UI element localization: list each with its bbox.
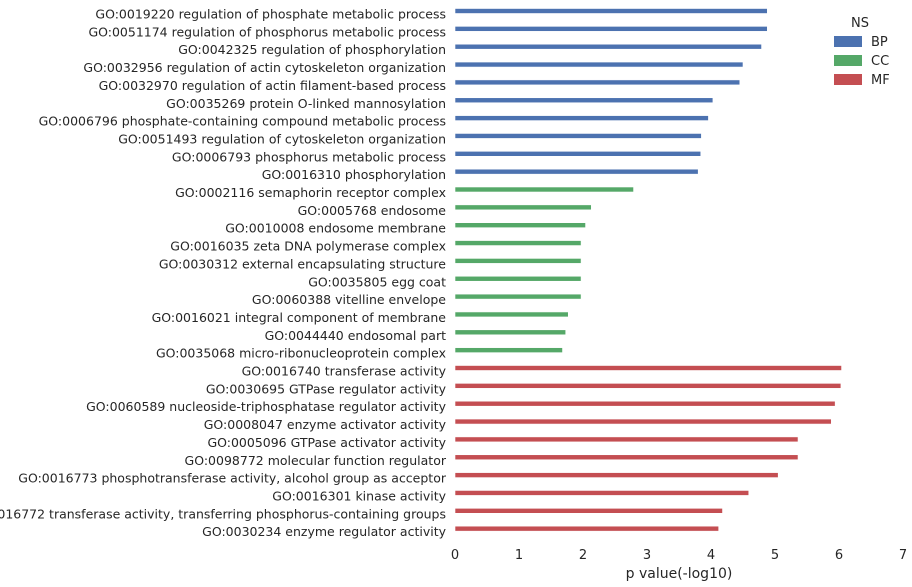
category-label: GO:0002116 semaphorin receptor complex [175, 185, 446, 200]
legend: NS BP CC MF [834, 16, 890, 88]
category-label: GO:0035068 micro-ribonucleoprotein compl… [156, 346, 446, 361]
x-tick-label: 6 [835, 548, 843, 563]
category-label: GO:0051174 regulation of phosphorus meta… [88, 24, 446, 39]
bar [454, 293, 582, 300]
bar [454, 61, 744, 68]
category-label: GO:0005768 endosome [298, 203, 447, 218]
bar [454, 490, 750, 496]
bar [454, 311, 569, 318]
category-label: GO:0016301 kinase activity [272, 488, 446, 503]
bar [454, 436, 799, 443]
category-label: GO:0051493 regulation of cytoskeleton or… [118, 131, 446, 146]
bar [454, 507, 723, 514]
category-label: GO:0010008 endosome membrane [225, 221, 446, 236]
bar [454, 400, 836, 407]
category-label: GO:0006796 phosphate-containing compound… [39, 114, 446, 129]
bar [454, 26, 768, 32]
legend-label: MF [871, 73, 890, 88]
x-axis-ticks: 0 1 2 3 4 5 6 7 [451, 548, 907, 563]
legend-swatch [834, 36, 862, 47]
bar [454, 115, 709, 121]
x-tick-label: 7 [899, 548, 907, 563]
bar [454, 383, 842, 389]
category-label: GO:0016772 transferase activity, transfe… [0, 506, 446, 521]
category-labels: GO:0019220 regulation of phosphate metab… [0, 7, 447, 540]
bar [454, 258, 582, 264]
category-label: GO:0032956 regulation of actin cytoskele… [83, 60, 446, 75]
bar [454, 79, 741, 86]
bar [454, 151, 702, 157]
x-tick-label: 2 [579, 548, 587, 563]
category-label: GO:0006793 phosphorus metabolic process [172, 149, 446, 164]
bar [454, 97, 714, 104]
bar [454, 347, 563, 353]
category-label: GO:0030234 enzyme regulator activity [202, 524, 446, 539]
category-label: GO:0035269 protein O-linked mannosylatio… [166, 96, 446, 111]
bar [454, 418, 832, 425]
category-label: GO:0016773 phosphotransferase activity, … [18, 471, 447, 486]
bar [454, 8, 768, 14]
x-tick-label: 0 [451, 548, 459, 563]
bars-group [454, 8, 842, 532]
category-label: GO:0044440 endosomal part [265, 328, 447, 343]
category-label: GO:0016310 phosphorylation [262, 167, 446, 182]
legend-items: BP CC MF [834, 35, 890, 88]
category-label: GO:0019220 regulation of phosphate metab… [95, 7, 446, 22]
category-label: GO:0042325 regulation of phosphorylation [178, 42, 446, 57]
category-label: GO:0032970 regulation of actin filament-… [99, 78, 446, 93]
bar [454, 133, 702, 139]
legend-label: CC [871, 54, 889, 69]
bar [454, 275, 582, 282]
legend-title: NS [851, 16, 869, 31]
bar [454, 240, 582, 246]
legend-label: BP [871, 35, 888, 50]
bar [454, 472, 779, 478]
bar [454, 454, 799, 461]
category-label: GO:0035805 egg coat [308, 274, 446, 289]
bar [454, 43, 762, 50]
bar [454, 204, 592, 211]
x-tick-label: 5 [771, 548, 779, 563]
x-tick-label: 4 [707, 548, 715, 563]
category-label: GO:0030312 external encapsulating struct… [159, 256, 446, 271]
category-label: GO:0016740 transferase activity [242, 364, 447, 379]
bar [454, 168, 699, 175]
category-label: GO:0060388 vitelline envelope [252, 292, 446, 307]
category-label: GO:0030695 GTPase regulator activity [206, 381, 447, 396]
bar [454, 365, 842, 371]
bar [454, 525, 719, 532]
x-axis-label: p value(-log10) [626, 566, 733, 582]
category-label: GO:0060589 nucleoside-triphosphatase reg… [86, 399, 446, 414]
category-label: GO:0016021 integral component of membran… [152, 310, 447, 325]
x-tick-label: 1 [515, 548, 523, 563]
legend-swatch [834, 55, 862, 66]
legend-swatch [834, 74, 862, 85]
category-label: GO:0005096 GTPase activator activity [207, 435, 446, 450]
category-label: GO:0098772 molecular function regulator [185, 453, 447, 468]
category-label: GO:0016035 zeta DNA polymerase complex [170, 239, 446, 254]
bar [454, 186, 634, 193]
bar [454, 329, 567, 336]
bar [454, 222, 586, 228]
category-label: GO:0008047 enzyme activator activity [204, 417, 447, 432]
x-tick-label: 3 [643, 548, 651, 563]
